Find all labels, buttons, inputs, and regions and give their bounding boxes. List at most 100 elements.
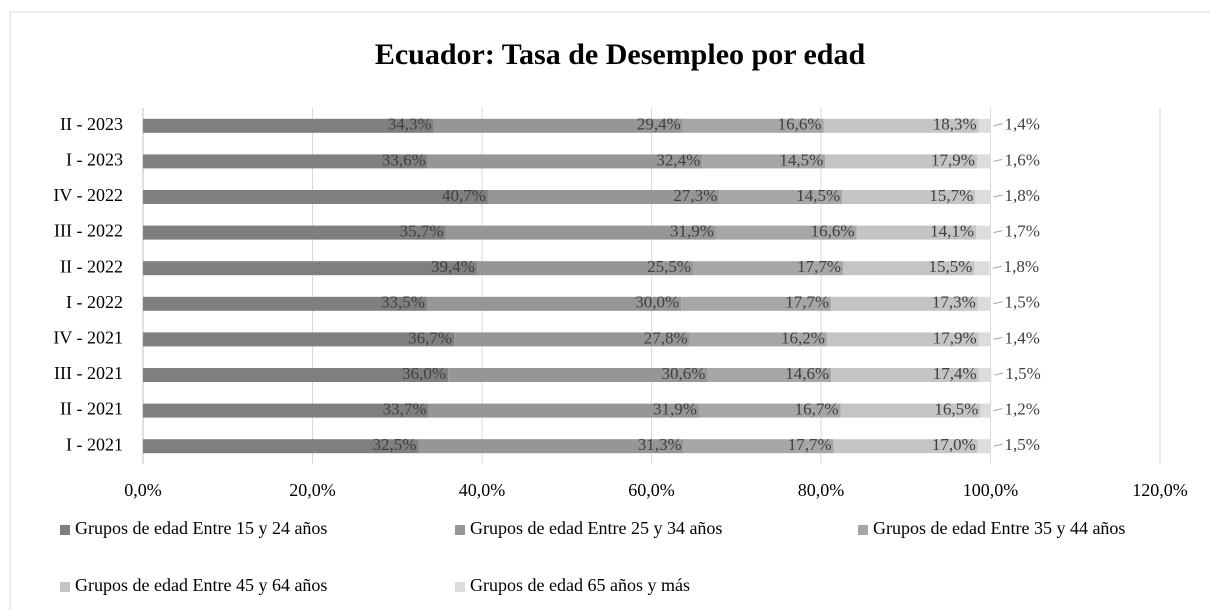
bar-segment [143, 225, 446, 240]
bar-segment [702, 154, 826, 169]
data-label: 31,9% [653, 400, 697, 419]
data-label: 17,0% [932, 435, 976, 454]
data-label: 31,9% [670, 222, 714, 241]
bar-segment [693, 261, 844, 276]
leader-line [993, 301, 1003, 305]
bar-segment [843, 261, 975, 276]
leader-line [993, 336, 1003, 340]
data-label: 16,7% [795, 400, 839, 419]
data-label: 25,5% [647, 257, 691, 276]
bar-segment [143, 332, 455, 347]
data-label: 14,5% [779, 150, 823, 169]
chart-title: Ecuador: Tasa de Desempleo por edad [375, 38, 866, 71]
data-label: 15,5% [928, 257, 972, 276]
data-label: 32,4% [656, 150, 700, 169]
bar-segment [698, 403, 841, 418]
x-tick-label: 100,0% [963, 480, 1019, 500]
y-tick-label: II - 2022 [60, 256, 123, 276]
bar-segment [143, 368, 449, 382]
data-label: 27,3% [673, 186, 717, 205]
legend-swatch [455, 582, 465, 592]
x-tick-label: 20,0% [289, 480, 336, 500]
bar-segment [823, 118, 979, 133]
data-label: 14,1% [930, 222, 974, 241]
bar-segment [487, 190, 720, 204]
legend-label: Grupos de edad Entre 35 y 44 años [873, 518, 1125, 538]
leader-line [994, 372, 1004, 376]
bar-segment [418, 439, 684, 454]
bar-segment [707, 368, 832, 382]
data-label: 1,5% [1005, 364, 1040, 383]
legend-swatch [60, 582, 70, 592]
data-label: 31,3% [638, 435, 682, 454]
data-label: 15,7% [929, 186, 973, 205]
data-label: 30,0% [635, 293, 679, 312]
y-tick-label: I - 2021 [66, 434, 123, 454]
legend-swatch [455, 525, 465, 535]
data-label: 1,8% [1004, 257, 1039, 276]
y-tick-label: I - 2023 [66, 150, 123, 170]
legend-label: Grupos de edad Entre 25 y 34 años [470, 518, 722, 538]
data-label: 18,3% [933, 115, 977, 134]
data-label: 17,7% [797, 257, 841, 276]
bar-segment [689, 332, 827, 347]
bar-segment [976, 225, 991, 240]
bar-segment [978, 118, 991, 133]
y-tick-label: IV - 2022 [53, 185, 123, 205]
data-label: 17,7% [788, 435, 832, 454]
leader-line [993, 194, 1003, 198]
bar-segment [831, 296, 978, 311]
bar-segment [842, 190, 976, 204]
data-label: 1,4% [1005, 328, 1040, 347]
data-label: 14,6% [785, 364, 829, 383]
data-label: 16,6% [778, 115, 822, 134]
data-label: 33,6% [382, 150, 426, 169]
bar-segment [427, 154, 703, 169]
y-tick-label: II - 2023 [60, 114, 123, 134]
bar-segment [681, 296, 832, 311]
bar-segment [143, 439, 419, 454]
bar-segment [831, 368, 979, 382]
leader-line [993, 408, 1003, 412]
bar-segment [428, 403, 699, 418]
y-tick-label: III - 2021 [54, 363, 123, 383]
data-label: 17,9% [933, 328, 977, 347]
chart-border [9, 11, 1210, 610]
data-label: 33,5% [381, 293, 425, 312]
bar-segment [975, 190, 991, 204]
data-label: 17,7% [785, 293, 829, 312]
data-label: 1,6% [1005, 150, 1040, 169]
y-tick-label: I - 2022 [66, 292, 123, 312]
data-label: 1,7% [1005, 222, 1040, 241]
bar-segment [143, 296, 427, 311]
data-label: 32,5% [373, 435, 417, 454]
data-label: 35,7% [400, 222, 444, 241]
data-label: 1,5% [1005, 293, 1040, 312]
data-label: 16,5% [934, 400, 978, 419]
bar-segment [454, 332, 690, 347]
x-tick-label: 120,0% [1132, 480, 1188, 500]
leader-line [993, 158, 1003, 162]
legend-label: Grupos de edad 65 años y más [470, 575, 690, 595]
x-tick-label: 60,0% [628, 480, 675, 500]
bar-segment [143, 190, 488, 204]
bar-segment [683, 439, 834, 454]
leader-line [992, 265, 1002, 269]
bar-segment [980, 403, 991, 418]
data-label: 34,3% [388, 115, 432, 134]
bar-segment [977, 296, 991, 311]
bar-segment [856, 225, 977, 240]
bar-segment [682, 118, 824, 133]
data-label: 17,3% [932, 293, 976, 312]
bar-segment [833, 439, 978, 454]
bar-segment [978, 368, 992, 382]
bar-segment [715, 225, 857, 240]
data-label: 36,7% [408, 328, 452, 347]
bar-segment [143, 154, 428, 169]
bar-segment [143, 403, 429, 418]
x-tick-label: 40,0% [459, 480, 506, 500]
legend-swatch [858, 525, 868, 535]
bar-segment [433, 118, 683, 133]
leader-line [993, 443, 1003, 447]
